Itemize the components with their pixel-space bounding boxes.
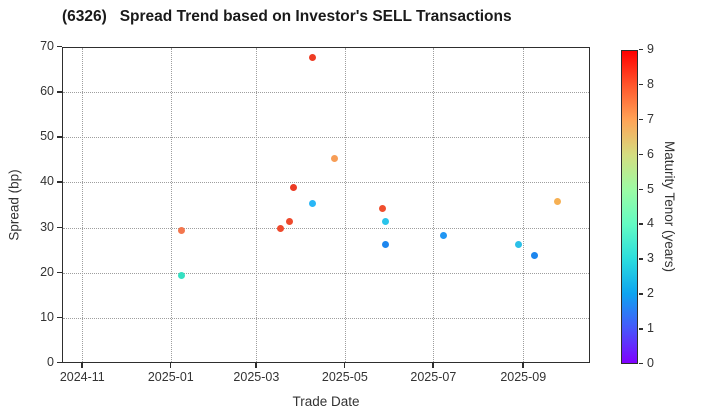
colorbar-tick-mark (639, 153, 643, 156)
y-gridline (63, 92, 589, 94)
colorbar-tick-mark (639, 258, 643, 260)
colorbar-tick-mark (639, 83, 643, 86)
colorbar-tick-label: 8 (647, 76, 654, 91)
x-tick-mark (81, 363, 83, 368)
colorbar-tick-mark (639, 49, 643, 51)
y-tick-label: 30 (40, 219, 54, 234)
x-tick-label: 2025-05 (321, 370, 368, 384)
data-point (178, 272, 186, 280)
y-gridline (63, 137, 589, 139)
y-tick-mark (57, 316, 62, 319)
y-tick-label: 10 (40, 309, 54, 324)
data-point (381, 218, 389, 226)
y-gridline (63, 317, 589, 319)
y-gridline (63, 272, 589, 274)
y-tick-label: 0 (47, 355, 54, 369)
data-point (439, 231, 447, 239)
colorbar-tick-label: 5 (647, 181, 654, 196)
y-gridline (63, 182, 589, 184)
colorbar-tick-label: 2 (647, 286, 654, 301)
colorbar-tick-mark (639, 118, 643, 121)
x-gridline (523, 48, 525, 362)
y-tick-mark (57, 136, 62, 138)
data-point (514, 240, 522, 248)
data-point (381, 240, 389, 248)
colorbar-tick-label: 4 (647, 216, 654, 231)
y-tick-mark (57, 271, 62, 274)
colorbar-tick-mark (639, 293, 643, 295)
x-tick-label: 2024-11 (59, 370, 105, 384)
x-tick-mark (522, 363, 524, 368)
data-point (308, 53, 316, 61)
data-point (290, 184, 298, 192)
x-tick-label: 2025-09 (500, 370, 547, 384)
data-point (554, 197, 562, 205)
colorbar-tick-mark (639, 328, 643, 330)
x-axis-title: Trade Date (292, 394, 360, 409)
y-tick-mark (57, 226, 62, 228)
plot-area (62, 47, 590, 363)
y-tick-label: 60 (40, 84, 54, 99)
x-tick-label: 2025-07 (410, 370, 457, 384)
data-point (277, 225, 285, 233)
y-axis-title: Spread (bp) (7, 169, 22, 240)
colorbar-tick-mark (639, 188, 643, 190)
x-gridline (433, 48, 435, 362)
y-tick-label: 50 (40, 129, 54, 144)
x-tick-mark (343, 363, 346, 368)
x-tick-mark (169, 363, 172, 368)
x-gridline (82, 48, 84, 362)
colorbar-tick-label: 6 (647, 146, 654, 161)
y-gridline (63, 227, 589, 229)
y-tick-mark (57, 46, 62, 48)
colorbar-title: Maturity Tenor (years) (662, 141, 677, 273)
colorbar (621, 50, 638, 364)
data-point (330, 155, 338, 163)
data-point (178, 227, 186, 235)
y-tick-mark (57, 91, 62, 93)
colorbar-tick-label: 1 (647, 321, 654, 336)
x-tick-mark (255, 363, 257, 368)
colorbar-tick-mark (639, 363, 643, 365)
x-tick-label: 2025-03 (233, 370, 280, 384)
y-tick-label: 20 (40, 264, 54, 279)
y-tick-mark (57, 181, 62, 183)
chart-title: (6326) Spread Trend based on Investor's … (62, 8, 512, 25)
colorbar-tick-mark (639, 223, 643, 225)
x-gridline (170, 48, 172, 362)
colorbar-tick-label: 0 (647, 356, 654, 370)
data-point (378, 204, 386, 212)
x-gridline (344, 48, 346, 362)
x-gridline (256, 48, 258, 362)
x-tick-label: 2025-01 (147, 370, 194, 384)
y-tick-label: 70 (40, 39, 54, 53)
data-point (308, 200, 316, 208)
colorbar-tick-label: 3 (647, 251, 654, 266)
data-point (285, 218, 293, 226)
colorbar-tick-label: 7 (647, 111, 654, 126)
data-point (530, 252, 538, 260)
x-tick-mark (432, 363, 434, 368)
colorbar-tick-label: 9 (647, 42, 654, 56)
y-tick-mark (57, 362, 62, 364)
y-tick-label: 40 (40, 174, 54, 189)
